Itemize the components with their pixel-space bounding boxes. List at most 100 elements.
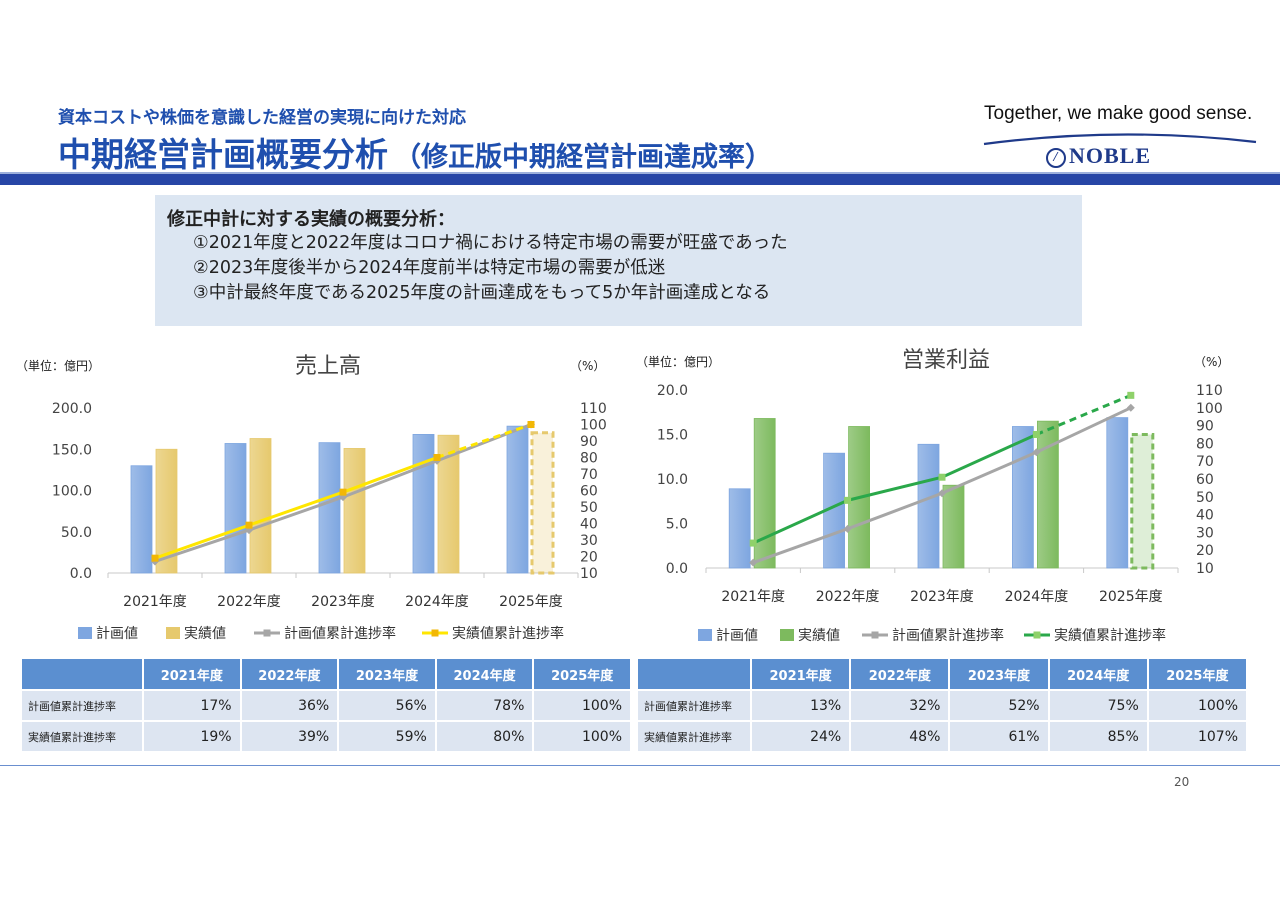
bar bbox=[728, 488, 751, 569]
y2-tick-label: 20 bbox=[580, 550, 598, 566]
slide-subtitle: 資本コストや株価を意識した経営の実現に向けた対応 bbox=[58, 108, 466, 128]
table-cell: 100% bbox=[534, 691, 630, 720]
table-cell: 39% bbox=[241, 722, 338, 751]
y2-tick-label: 30 bbox=[1196, 525, 1214, 541]
table-row: 実績値累計進捗率 24% 48% 61% 85% 107% bbox=[638, 722, 1246, 751]
x-tick-label: 2023年度 bbox=[311, 594, 375, 610]
table-cell: 61% bbox=[950, 722, 1048, 751]
operating-profit-chart: 営業利益 （単位：億円） （%） 0.0 5.0 10.0 15.0 20.0 10 20 3040… bbox=[636, 348, 1229, 644]
company-logo: / NOBLE bbox=[1046, 143, 1151, 169]
table-cell: 78% bbox=[436, 691, 533, 720]
x-tick-label: 2025年度 bbox=[1099, 589, 1163, 605]
y2-tick-label: 50 bbox=[580, 500, 598, 516]
line-point bbox=[938, 489, 946, 498]
y-tick-label: 5.0 bbox=[666, 517, 688, 533]
table-cell: 36% bbox=[241, 691, 338, 720]
bar bbox=[155, 448, 178, 574]
profit-progress-table: 2021年度 2022年度 2023年度 2024年度 2025年度 計画値累計… bbox=[636, 657, 1248, 753]
logo-mark: / bbox=[1046, 148, 1066, 168]
table-header-cell bbox=[638, 659, 750, 689]
legend-marker bbox=[871, 631, 879, 639]
logo-text: NOBLE bbox=[1069, 143, 1152, 168]
y2-tick-label: 50 bbox=[1196, 490, 1214, 506]
unit-label-right: （%） bbox=[1194, 355, 1229, 369]
y2-tick-label: 40 bbox=[1196, 508, 1214, 524]
bar bbox=[318, 442, 341, 574]
legend-label: 実績値累計進捗率 bbox=[452, 625, 564, 642]
legend-label: 計画値 bbox=[96, 626, 138, 642]
bar bbox=[506, 425, 529, 574]
row-label: 実績値累計進捗率 bbox=[638, 722, 750, 751]
bar bbox=[917, 443, 940, 569]
table-header-row: 2021年度 2022年度 2023年度 2024年度 2025年度 bbox=[22, 659, 630, 689]
y-tick-label: 0.0 bbox=[666, 561, 688, 577]
bar bbox=[1036, 420, 1059, 569]
legend-marker bbox=[431, 629, 439, 637]
line-point bbox=[938, 473, 946, 481]
footer-divider bbox=[0, 765, 1280, 766]
line-point bbox=[1032, 448, 1041, 457]
y-tick-label: 10.0 bbox=[657, 472, 688, 488]
table-cell: 85% bbox=[1049, 722, 1147, 751]
line-point bbox=[749, 558, 758, 567]
table-cell: 100% bbox=[1148, 691, 1246, 720]
table-cell: 59% bbox=[339, 722, 435, 751]
table-cell: 32% bbox=[851, 691, 949, 720]
table-row: 実績値累計進捗率 19% 39% 59% 80% 100% bbox=[22, 722, 630, 751]
y-tick-label: 200.0 bbox=[52, 401, 92, 417]
slide-title-paren: （修正版中期経営計画達成率） bbox=[394, 142, 772, 173]
legend-item: 実績値累計進捗率 bbox=[1024, 627, 1166, 644]
title-bar bbox=[0, 174, 1280, 185]
y2-tick-label: 90 bbox=[580, 434, 598, 450]
bar-forecast bbox=[1130, 433, 1155, 570]
legend-item: 実績値累計進捗率 bbox=[422, 625, 564, 642]
y2-tick-label: 40 bbox=[580, 517, 598, 533]
series-line bbox=[752, 433, 1038, 545]
y-tick-label: 15.0 bbox=[657, 428, 688, 444]
table-header-cell: 2022年度 bbox=[241, 659, 338, 689]
table-cell: 13% bbox=[752, 691, 850, 720]
x-tick-label: 2023年度 bbox=[910, 589, 974, 605]
sales-chart: 売上高 （単位：億円） （%） 0.0 50.0 100.0 150.0 200.0 10203… bbox=[16, 354, 607, 642]
x-tick-label: 2025年度 bbox=[499, 594, 563, 610]
table-cell: 56% bbox=[339, 691, 435, 720]
line-point bbox=[843, 524, 852, 533]
y2-tick-label: 110 bbox=[580, 401, 607, 417]
chart-title: 営業利益 bbox=[902, 348, 990, 373]
y-tick-label: 100.0 bbox=[52, 484, 92, 500]
table-cell: 75% bbox=[1049, 691, 1147, 720]
legend-swatch bbox=[698, 629, 712, 641]
legend-swatch bbox=[166, 627, 180, 639]
bar bbox=[753, 418, 776, 569]
y2-tick-label: 30 bbox=[580, 533, 598, 549]
bar-forecast bbox=[530, 431, 555, 575]
legend-swatch bbox=[780, 629, 794, 641]
y-tick-label: 150.0 bbox=[52, 442, 92, 458]
table-header-row: 2021年度 2022年度 2023年度 2024年度 2025年度 bbox=[638, 659, 1246, 689]
summary-item: ②2023年度後半から2024年度前半は特定市場の需要が低迷 bbox=[193, 258, 666, 278]
summary-heading: 修正中計に対する実績の概要分析： bbox=[167, 209, 455, 230]
line-point bbox=[1126, 403, 1135, 412]
table-header-cell: 2023年度 bbox=[339, 659, 435, 689]
legend-label: 計画値累計進捗率 bbox=[892, 627, 1004, 644]
bar bbox=[437, 434, 460, 574]
table-cell: 48% bbox=[851, 722, 949, 751]
table-header-cell: 2021年度 bbox=[752, 659, 850, 689]
sales-progress-table: 2021年度 2022年度 2023年度 2024年度 2025年度 計画値累計… bbox=[20, 657, 632, 753]
legend-swatch bbox=[78, 627, 92, 639]
page-number: 20 bbox=[1174, 775, 1190, 789]
line-point bbox=[527, 421, 535, 428]
bar bbox=[942, 484, 965, 569]
y2-tick-label: 100 bbox=[580, 418, 607, 434]
series-line bbox=[752, 406, 1132, 565]
legend-label: 実績値累計進捗率 bbox=[1054, 627, 1166, 644]
x-tick-label: 2021年度 bbox=[721, 589, 785, 605]
x-tick-label: 2024年度 bbox=[405, 594, 469, 610]
x-tick-label: 2022年度 bbox=[816, 589, 880, 605]
line-point bbox=[749, 539, 757, 547]
summary-item: ①2021年度と2022年度はコロナ禍における特定市場の需要が旺盛であった bbox=[193, 233, 788, 253]
slide-title: 中期経営計画概要分析 （修正版中期経営計画達成率） bbox=[58, 128, 772, 176]
logo-swoosh bbox=[983, 133, 1257, 146]
bar bbox=[343, 448, 366, 574]
legend-marker bbox=[1033, 631, 1041, 639]
